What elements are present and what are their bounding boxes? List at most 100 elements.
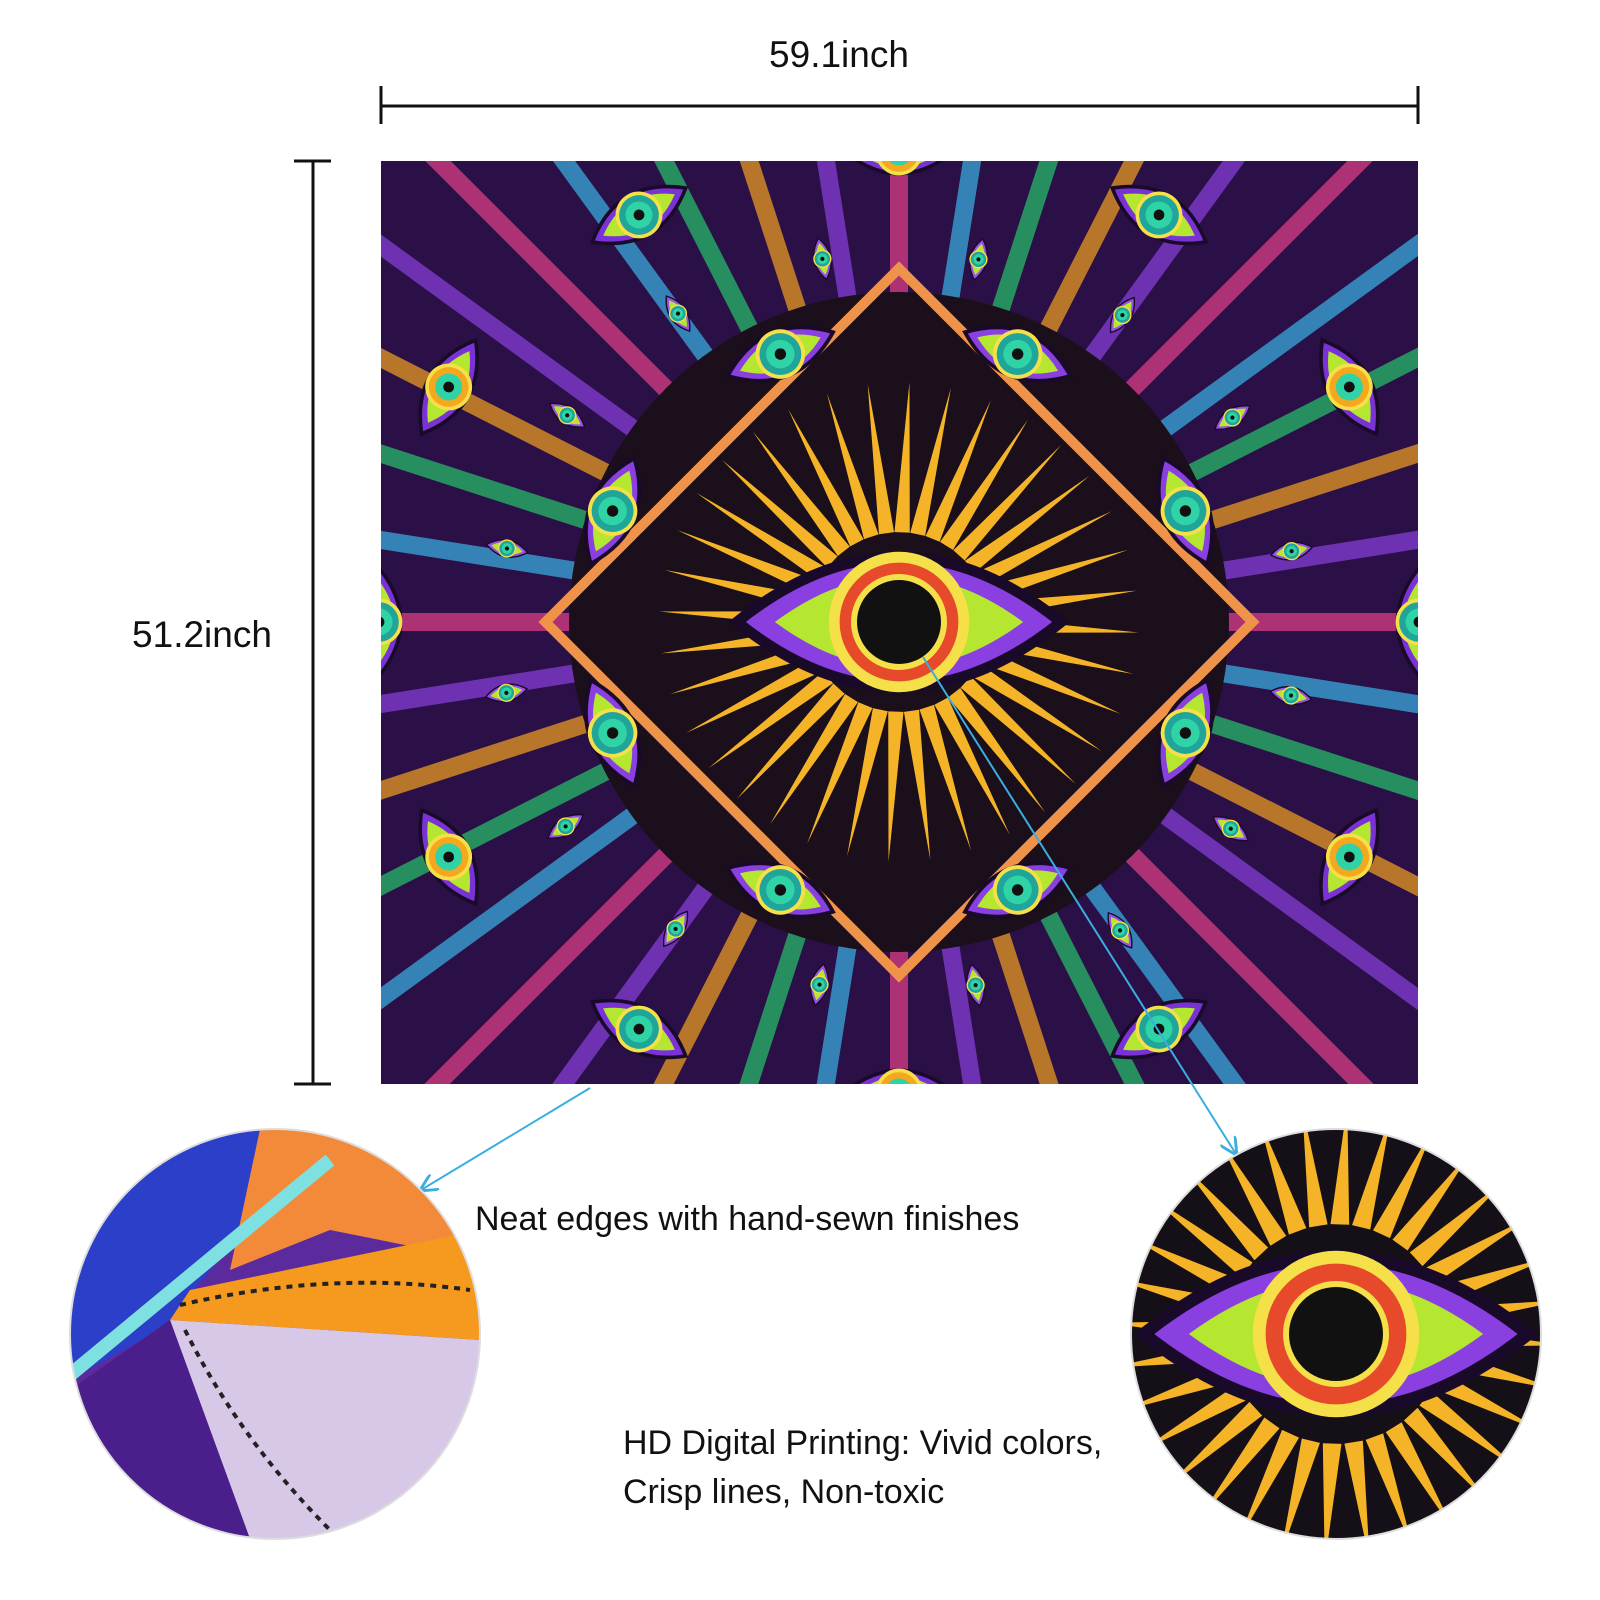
ray [867, 384, 895, 535]
eye [548, 402, 586, 428]
ornament [675, 311, 681, 316]
ray [1165, 1401, 1263, 1489]
ray [1217, 1136, 1287, 1246]
ornament [606, 727, 619, 739]
ornament [1413, 616, 1418, 628]
eye [812, 237, 832, 281]
ornament [1395, 598, 1418, 646]
ray [788, 409, 864, 547]
ray [1330, 1129, 1350, 1225]
ornament [1179, 505, 1192, 517]
ray [894, 382, 910, 533]
eye [724, 325, 836, 383]
ray [1258, 1129, 1307, 1235]
ornament [1179, 727, 1192, 739]
ray [970, 663, 1102, 751]
eye [854, 147, 944, 176]
eye [418, 807, 479, 907]
ray [979, 648, 1121, 714]
eye [1269, 541, 1314, 561]
ray [925, 400, 991, 542]
ornament [1405, 608, 1418, 636]
height-dimension [294, 159, 331, 1086]
edge-closeup [70, 1129, 480, 1539]
ray [1237, 1429, 1300, 1539]
eye [485, 539, 529, 558]
eye [852, 1068, 946, 1084]
ray [696, 493, 828, 581]
eye [724, 861, 836, 919]
ornament [1395, 565, 1418, 679]
ray [960, 676, 1076, 785]
eye [589, 998, 689, 1060]
eye [589, 184, 689, 246]
ornament [443, 851, 455, 863]
ray [1198, 1417, 1280, 1519]
ray [919, 704, 972, 851]
eye [1107, 911, 1133, 949]
ray [1372, 1129, 1435, 1239]
ray [1344, 1440, 1370, 1539]
ornament [381, 565, 403, 679]
eye [583, 455, 642, 567]
ray [953, 445, 1062, 561]
ornament [888, 1078, 910, 1084]
ornament [565, 413, 570, 418]
printing-caption: HD Digital Printing: Vivid colors, [623, 1424, 1102, 1462]
eye [969, 237, 988, 282]
ornament [1343, 381, 1355, 393]
ray [1151, 1196, 1253, 1278]
width-dimension [379, 86, 1420, 124]
ray [736, 683, 845, 799]
ornament [1228, 826, 1233, 831]
ornament [504, 690, 509, 695]
eye [1319, 807, 1380, 907]
ray [948, 687, 1046, 813]
ray [677, 530, 819, 596]
printing-caption: Crisp lines, Non-toxic [623, 1473, 944, 1511]
ray [686, 657, 824, 733]
ornament [381, 616, 385, 628]
ray [1403, 1407, 1491, 1505]
ornament [1011, 884, 1024, 896]
ornament [877, 161, 921, 176]
eye [665, 295, 691, 333]
eye [547, 813, 585, 839]
ornament [633, 1023, 645, 1035]
ray [888, 711, 904, 862]
ray [1385, 1422, 1455, 1532]
ornament [443, 381, 455, 393]
arrow [922, 656, 1236, 1154]
height-label: 51.2inch [132, 614, 272, 655]
ornament [504, 546, 510, 551]
circle-frame [1130, 1128, 1542, 1540]
ray [1424, 1215, 1534, 1285]
ornament [606, 505, 619, 517]
circle-frame [69, 1128, 481, 1540]
ray [1138, 1383, 1248, 1453]
eye [1213, 405, 1251, 431]
ray [1409, 1179, 1507, 1267]
pupil [1283, 1281, 1389, 1387]
ornament [894, 147, 905, 158]
edges-caption: Neat edges with hand-sewn finishes [475, 1200, 1019, 1238]
ray [910, 387, 951, 536]
arrow [421, 1087, 591, 1190]
ray [807, 702, 873, 844]
eye [1395, 565, 1418, 679]
eye [962, 325, 1074, 383]
ray [964, 475, 1090, 573]
ornament [1343, 851, 1355, 863]
ray [934, 697, 1010, 835]
ray [752, 431, 850, 557]
eye [962, 861, 1074, 919]
pupil [851, 574, 947, 670]
eye [1156, 677, 1215, 789]
ornament [973, 983, 978, 988]
frame [538, 261, 1260, 983]
eye [966, 963, 986, 1007]
ornament [1288, 693, 1294, 698]
ray [1280, 1438, 1320, 1539]
eye [1109, 296, 1135, 334]
ornament [888, 161, 910, 166]
